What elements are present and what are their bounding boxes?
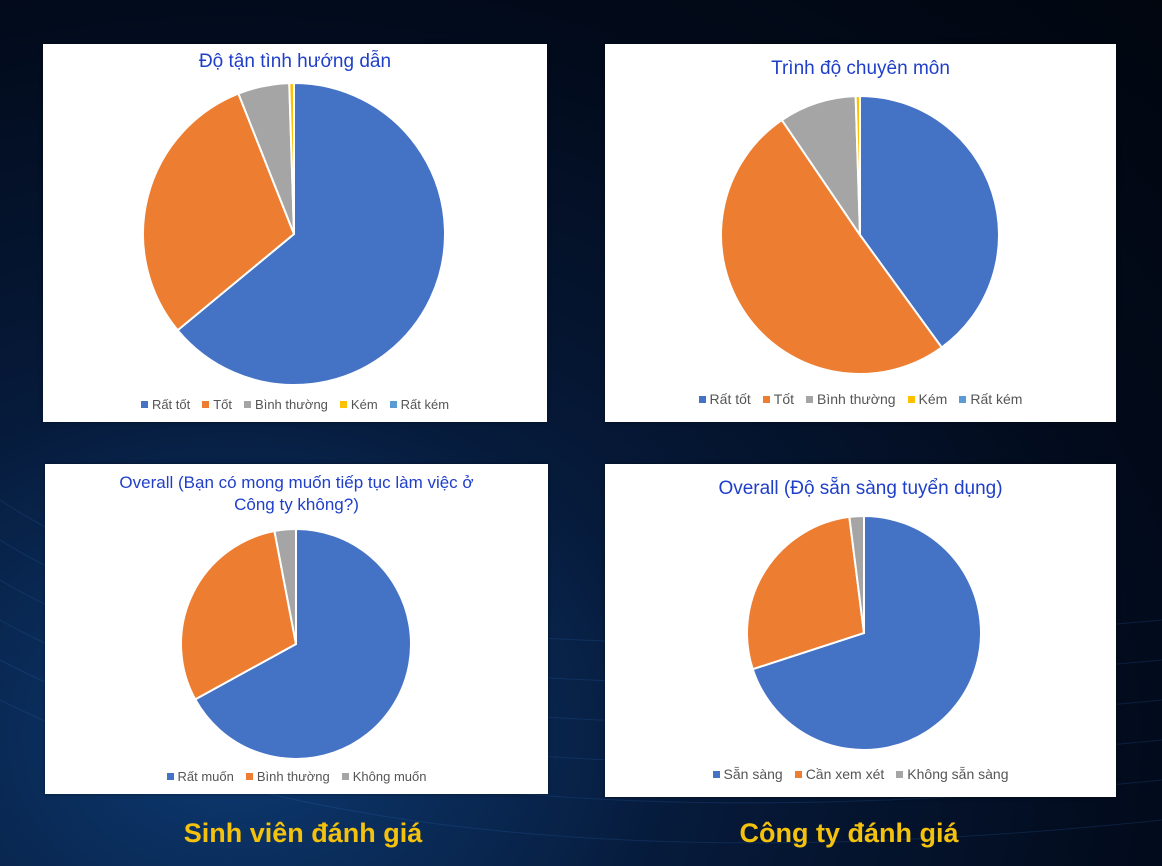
- legend-swatch: [806, 395, 814, 403]
- legend-swatch: [202, 401, 210, 409]
- chart-title-4: Overall (Độ sẵn sàng tuyển dụng): [718, 478, 1003, 499]
- legend-label: Bình thường: [817, 391, 896, 407]
- legend-item-1-2: Tốt: [202, 397, 232, 412]
- pie-slice-2-2: [720, 118, 944, 375]
- legend-swatch: [341, 773, 349, 781]
- pie-slice-1-2: [142, 92, 296, 332]
- legend-label: Rất kém: [970, 391, 1023, 407]
- chart-title-2: Trình độ chuyên môn: [771, 58, 950, 79]
- pie-slice-4-1: [751, 514, 982, 751]
- chart-panel-1: Độ tận tình hướng dẫn Rất tốt Tốt Bình thư…: [43, 44, 547, 422]
- legend-swatch: [762, 395, 770, 403]
- pie-chart-2: [720, 94, 1000, 375]
- pie-slice-3-1: [193, 527, 412, 760]
- legend-swatch: [896, 770, 904, 778]
- legend-item-3-1: Rất muốn: [166, 769, 234, 784]
- legend-2: Rất tốt Tốt Bình thường Kém Rất kém: [605, 391, 1116, 407]
- legend-item-2-4: Kém: [907, 391, 948, 407]
- legend-label: Bình thường: [256, 769, 330, 784]
- legend-swatch: [698, 395, 706, 403]
- pie-slice-2-4: [854, 94, 861, 236]
- pie-slice-2-3: [780, 95, 862, 239]
- legend-swatch: [244, 401, 252, 409]
- legend-item-1-1: Rất tốt: [140, 397, 191, 412]
- legend-label: Tốt: [213, 397, 233, 412]
- legend-swatch: [712, 770, 720, 778]
- pie-slice-4-3: [848, 514, 865, 634]
- legend-item-2-1: Rất tốt: [698, 391, 751, 407]
- pie-slice-1-1: [176, 81, 446, 386]
- pie-slice-3-2: [180, 529, 298, 701]
- legend-swatch: [140, 401, 148, 409]
- chart-panel-3: Overall (Bạn có mong muốn tiếp tục làm v…: [45, 464, 548, 794]
- legend-item-3-2: Bình thường: [245, 769, 330, 784]
- legend-label: Kém: [918, 391, 948, 407]
- legend-swatch: [907, 395, 915, 403]
- legend-label: Không muốn: [352, 769, 427, 784]
- legend-item-2-3: Bình thường: [806, 391, 896, 407]
- legend-item-4-3: Không sẵn sàng: [896, 766, 1008, 782]
- footer-label-students: Sinh viên đánh giá: [183, 818, 423, 848]
- legend-label: Kém: [350, 397, 378, 412]
- legend-item-2-2: Tốt: [762, 391, 795, 407]
- legend-label: Rất tốt: [151, 397, 191, 412]
- legend-item-2-5: Rất kém: [959, 391, 1022, 407]
- legend-swatch: [245, 773, 253, 781]
- legend-item-4-1: Sẵn sàng: [712, 766, 783, 782]
- pie-slice-4-2: [746, 515, 866, 671]
- chart-panel-4: Overall (Độ sẵn sàng tuyển dụng) Sẵn sàn…: [605, 464, 1116, 797]
- pie-slice-2-1: [859, 94, 1000, 349]
- legend-label: Rất muốn: [177, 769, 234, 784]
- chart-title-3: Overall (Bạn có mong muốn tiếp tục làm v…: [119, 473, 474, 514]
- legend-swatch: [794, 770, 802, 778]
- pie-chart-1: [142, 81, 446, 386]
- legend-1: Rất tốt Tốt Bình thường Kém Rất kém: [43, 397, 547, 412]
- legend-item-1-5: Rất kém: [389, 397, 450, 412]
- legend-item-1-4: Kém: [339, 397, 378, 412]
- legend-label: Rất kém: [400, 397, 450, 412]
- chart-title-1: Độ tận tình hướng dẫn: [198, 51, 392, 72]
- legend-swatch: [166, 773, 174, 781]
- legend-label: Không sẵn sàng: [907, 766, 1009, 782]
- legend-label: Rất tốt: [709, 391, 751, 407]
- pie-slice-1-4: [288, 81, 295, 235]
- pie-slice-3-3: [273, 527, 297, 645]
- legend-item-3-3: Không muốn: [341, 769, 427, 784]
- legend-label: Cần xem xét: [805, 766, 885, 782]
- legend-item-1-3: Bình thường: [244, 397, 328, 412]
- footer-label-companies: Công ty đánh giá: [739, 818, 959, 848]
- legend-label: Sẵn sàng: [723, 766, 783, 782]
- chart-panel-2: Trình độ chuyên môn Rất tốt Tốt Bình thườn…: [605, 44, 1116, 422]
- legend-3: Rất muốn Bình thường Không muốn: [45, 769, 548, 784]
- legend-swatch: [339, 401, 347, 409]
- legend-item-4-2: Cần xem xét: [794, 766, 885, 782]
- legend-swatch: [389, 401, 397, 409]
- pie-chart-3: [180, 527, 412, 760]
- legend-label: Bình thường: [255, 397, 328, 412]
- legend-label: Tốt: [773, 391, 795, 407]
- pie-chart-4: [746, 514, 982, 751]
- legend-4: Sẵn sàng Cần xem xét Không sẵn sàng: [605, 766, 1116, 782]
- legend-swatch: [959, 395, 967, 403]
